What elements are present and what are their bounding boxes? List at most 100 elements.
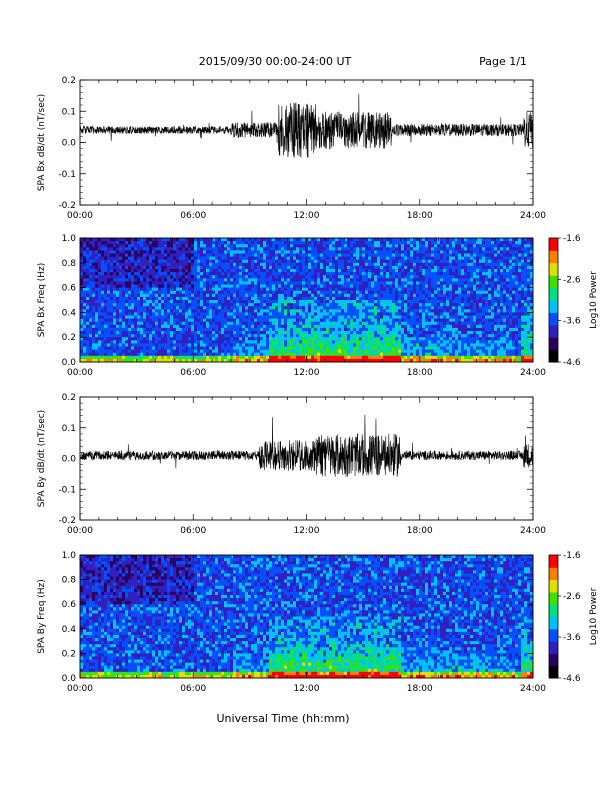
spectrogram-cell: [143, 306, 147, 310]
spectrogram-cell: [170, 284, 174, 288]
spectrogram-cell: [425, 284, 429, 288]
spectrogram-cell: [161, 244, 165, 248]
spectrogram-cell: [170, 340, 174, 344]
spectrogram-cell: [236, 247, 240, 251]
spectrogram-cell: [323, 349, 327, 354]
spectrogram-cell: [308, 290, 312, 295]
spectrogram-cell: [377, 324, 381, 329]
spectrogram-cell: [167, 253, 171, 257]
spectrogram-cell: [182, 331, 186, 335]
spectrogram-cell: [248, 275, 252, 279]
spectrogram-cell: [320, 334, 324, 338]
spectrogram-cell: [350, 250, 354, 254]
spectrogram-cell: [245, 265, 249, 270]
spectrogram-cell: [119, 324, 123, 329]
spectrogram-cell: [320, 269, 324, 273]
spectrogram-cell: [314, 331, 318, 335]
spectrogram-cell: [188, 241, 192, 245]
spectrogram-cell: [143, 265, 147, 270]
spectrogram-cell: [221, 303, 225, 307]
spectrogram-cell: [248, 355, 252, 360]
spectrogram-cell: [116, 346, 120, 350]
spectrogram-cell: [293, 238, 297, 242]
spectrogram-cell: [191, 324, 195, 329]
spectrogram-cell: [329, 306, 333, 310]
spectrogram-cell: [389, 337, 393, 341]
spectrogram-cell: [293, 262, 297, 267]
spectrogram-cell: [251, 272, 255, 276]
spectrogram-cell: [116, 337, 120, 341]
spectrogram-cell: [359, 253, 363, 257]
spectrogram-cell: [92, 278, 96, 282]
spectrogram-cell: [173, 303, 177, 307]
spectrogram-cell: [422, 278, 426, 282]
spectrogram-cell: [296, 340, 300, 344]
spectrogram-cell: [410, 321, 414, 326]
spectrogram-cell: [368, 293, 372, 298]
spectrogram-cell: [419, 287, 423, 292]
spectrogram-cell: [86, 337, 90, 341]
spectrogram-cell: [89, 290, 93, 295]
spectrogram-cell: [83, 241, 87, 245]
spectrogram-cell: [401, 327, 405, 332]
spectrogram-cell: [224, 358, 228, 363]
spectrogram-cell: [284, 253, 288, 257]
spectrogram-cell: [389, 281, 393, 285]
spectrogram-cell: [443, 315, 447, 319]
spectrogram-cell: [179, 287, 183, 292]
spectrogram-cell: [317, 355, 321, 360]
spectrogram-cell: [287, 346, 291, 350]
spectrogram-cell: [95, 265, 99, 270]
spectrogram-cell: [317, 256, 321, 261]
spectrogram-cell: [83, 265, 87, 270]
spectrogram-cell: [332, 306, 336, 310]
spectrogram-cell: [293, 343, 297, 347]
spectrogram-cell: [176, 331, 180, 335]
spectrogram-cell: [395, 281, 399, 285]
spectrogram-cell: [431, 259, 435, 264]
spectrogram-cell: [383, 331, 387, 335]
spectrogram-cell: [281, 284, 285, 288]
spectrogram-cell: [119, 349, 123, 354]
spectrogram-cell: [230, 241, 234, 245]
spectrogram-cell: [356, 241, 360, 245]
spectrogram-cell: [146, 293, 150, 298]
spectrogram-cell: [353, 352, 357, 357]
spectrogram-cell: [119, 306, 123, 310]
spectrogram-cell: [122, 284, 126, 288]
spectrogram-cell: [83, 315, 87, 319]
spectrogram-cell: [86, 349, 90, 354]
spectrogram-cell: [233, 309, 237, 313]
spectrogram-cell: [155, 293, 159, 298]
spectrogram-cell: [143, 284, 147, 288]
spectrogram-cell: [185, 334, 189, 338]
spectrogram-cell: [239, 256, 243, 261]
spectrogram-cell: [383, 259, 387, 264]
spectrogram-cell: [320, 290, 324, 295]
spectrogram-cell: [140, 241, 144, 245]
spectrogram-cell: [143, 247, 147, 251]
spectrogram-cell: [137, 265, 141, 270]
spectrogram-cell: [311, 324, 315, 329]
spectrogram-cell: [101, 300, 105, 304]
spectrogram-cell: [164, 321, 168, 326]
spectrogram-cell: [368, 296, 372, 301]
spectrogram-cell: [98, 324, 102, 329]
spectrogram-cell: [305, 290, 309, 295]
spectrogram-cell: [200, 259, 204, 264]
spectrogram-cell: [431, 284, 435, 288]
spectrogram-cell: [86, 318, 90, 323]
spectrogram-cell: [227, 244, 231, 248]
spectrogram-cell: [296, 296, 300, 301]
spectrogram-cell: [152, 241, 156, 245]
spectrogram-cell: [173, 309, 177, 313]
spectrogram-cell: [329, 321, 333, 326]
spectrogram-cell: [221, 265, 225, 270]
spectrogram-cell: [227, 253, 231, 257]
spectrogram-cell: [107, 244, 111, 248]
spectrogram-cell: [377, 355, 381, 360]
spectrogram-cell: [434, 256, 438, 261]
spectrogram-cell: [224, 256, 228, 261]
spectrogram-cell: [434, 290, 438, 295]
spectrogram-cell: [386, 337, 390, 341]
